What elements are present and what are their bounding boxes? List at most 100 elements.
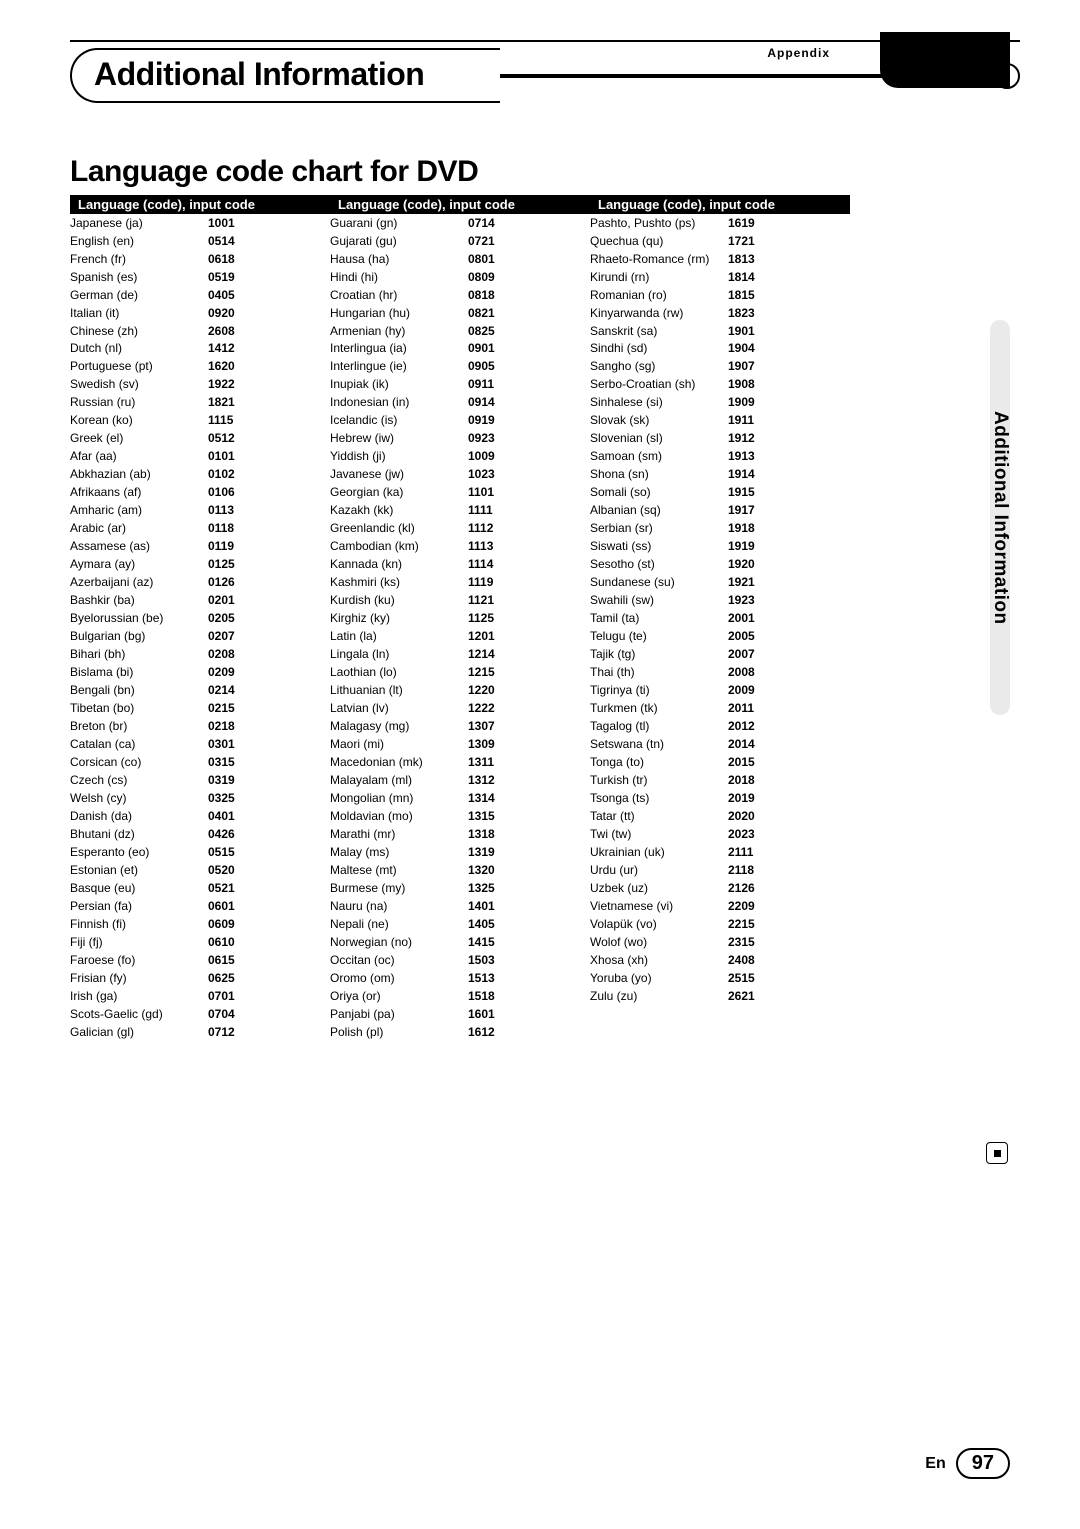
language-code: 1909 [728,394,840,411]
language-code: 1823 [728,305,840,322]
language-name: Telugu (te) [590,628,728,645]
language-row: Japanese (ja)1001 [70,214,320,232]
language-name: Tamil (ta) [590,610,728,627]
language-name: German (de) [70,287,208,304]
language-row: Turkmen (tk)2011 [590,700,840,718]
language-name: Amharic (am) [70,502,208,519]
language-code: 1908 [728,376,840,393]
language-name: English (en) [70,233,208,250]
language-row: Serbian (sr)1918 [590,520,840,538]
language-row: Sinhalese (si)1909 [590,394,840,412]
language-name: Gujarati (gu) [330,233,468,250]
language-row: Kannada (kn)1114 [330,556,580,574]
language-row: Czech (cs)0319 [70,772,320,790]
language-code: 0905 [468,358,580,375]
language-name: Italian (it) [70,305,208,322]
language-row: Panjabi (pa)1601 [330,1005,580,1023]
language-code: 1101 [468,484,580,501]
language-name: Latin (la) [330,628,468,645]
language-row: Latin (la)1201 [330,628,580,646]
language-code: 0615 [208,952,320,969]
language-name: Turkish (tr) [590,772,728,789]
language-row: Estonian (et)0520 [70,861,320,879]
language-name: Setswana (tn) [590,736,728,753]
language-row: Italian (it)0920 [70,304,320,322]
language-code: 1923 [728,592,840,609]
language-name: Serbo-Croatian (sh) [590,376,728,393]
language-row: Korean (ko)1115 [70,412,320,430]
language-row: Tsonga (ts)2019 [590,790,840,808]
language-name: Malay (ms) [330,844,468,861]
language-code: 2315 [728,934,840,951]
language-row: Greek (el)0512 [70,430,320,448]
language-row: Bashkir (ba)0201 [70,592,320,610]
language-row: Uzbek (uz)2126 [590,879,840,897]
language-row: Croatian (hr)0818 [330,286,580,304]
language-code: 1201 [468,628,580,645]
language-code: 1412 [208,340,320,357]
language-code: 1318 [468,826,580,843]
language-row: Volapük (vo)2215 [590,915,840,933]
language-row: Bulgarian (bg)0207 [70,628,320,646]
language-code: 0102 [208,466,320,483]
language-name: Cambodian (km) [330,538,468,555]
language-row: Somali (so)1915 [590,484,840,502]
language-name: Abkhazian (ab) [70,466,208,483]
language-name: Kinyarwanda (rw) [590,305,728,322]
language-name: Byelorussian (be) [70,610,208,627]
language-row: Persian (fa)0601 [70,897,320,915]
language-name: Serbian (sr) [590,520,728,537]
language-code: 1612 [468,1024,580,1041]
language-code: 2005 [728,628,840,645]
language-name: Welsh (cy) [70,790,208,807]
language-row: Afrikaans (af)0106 [70,484,320,502]
language-code: 2608 [208,323,320,340]
language-row: Albanian (sq)1917 [590,502,840,520]
language-name: Tagalog (tl) [590,718,728,735]
language-name: Persian (fa) [70,898,208,915]
stop-icon [986,1142,1008,1164]
language-row: Javanese (jw)1023 [330,466,580,484]
language-name: Javanese (jw) [330,466,468,483]
language-row: Kirghiz (ky)1125 [330,610,580,628]
language-code: 1315 [468,808,580,825]
language-name: Spanish (es) [70,269,208,286]
language-row: Welsh (cy)0325 [70,790,320,808]
section-header: Additional Information [70,48,1020,103]
language-row: Indonesian (in)0914 [330,394,580,412]
language-row: Corsican (co)0315 [70,754,320,772]
table-header-cell: Language (code), input code [590,195,850,214]
language-code: 0315 [208,754,320,771]
language-name: Aymara (ay) [70,556,208,573]
top-rule [70,40,1020,42]
language-code: 1001 [208,215,320,232]
language-row: Nauru (na)1401 [330,897,580,915]
language-name: Sangho (sg) [590,358,728,375]
language-row: Sangho (sg)1907 [590,358,840,376]
language-name: Uzbek (uz) [590,880,728,897]
language-name: Catalan (ca) [70,736,208,753]
language-code: 1620 [208,358,320,375]
language-row: Macedonian (mk)1311 [330,754,580,772]
language-name: Assamese (as) [70,538,208,555]
language-code: 2018 [728,772,840,789]
language-name: Maori (mi) [330,736,468,753]
language-code: 0201 [208,592,320,609]
section-title: Additional Information [94,56,482,93]
language-name: Kannada (kn) [330,556,468,573]
language-name: Albanian (sq) [590,502,728,519]
language-code: 0521 [208,880,320,897]
language-name: Swahili (sw) [590,592,728,609]
language-row: Turkish (tr)2018 [590,772,840,790]
appendix-label: Appendix [767,46,830,60]
language-code: 1917 [728,502,840,519]
table-column: Pashto, Pushto (ps)1619Quechua (qu)1721R… [590,214,850,1041]
chart-title: Language code chart for DVD [70,155,1020,189]
language-row: Inupiak (ik)0911 [330,376,580,394]
language-code: 0118 [208,520,320,537]
language-code: 0618 [208,251,320,268]
language-name: Interlingue (ie) [330,358,468,375]
language-row: Kashmiri (ks)1119 [330,574,580,592]
language-row: Tonga (to)2015 [590,754,840,772]
language-name: Oromo (om) [330,970,468,987]
